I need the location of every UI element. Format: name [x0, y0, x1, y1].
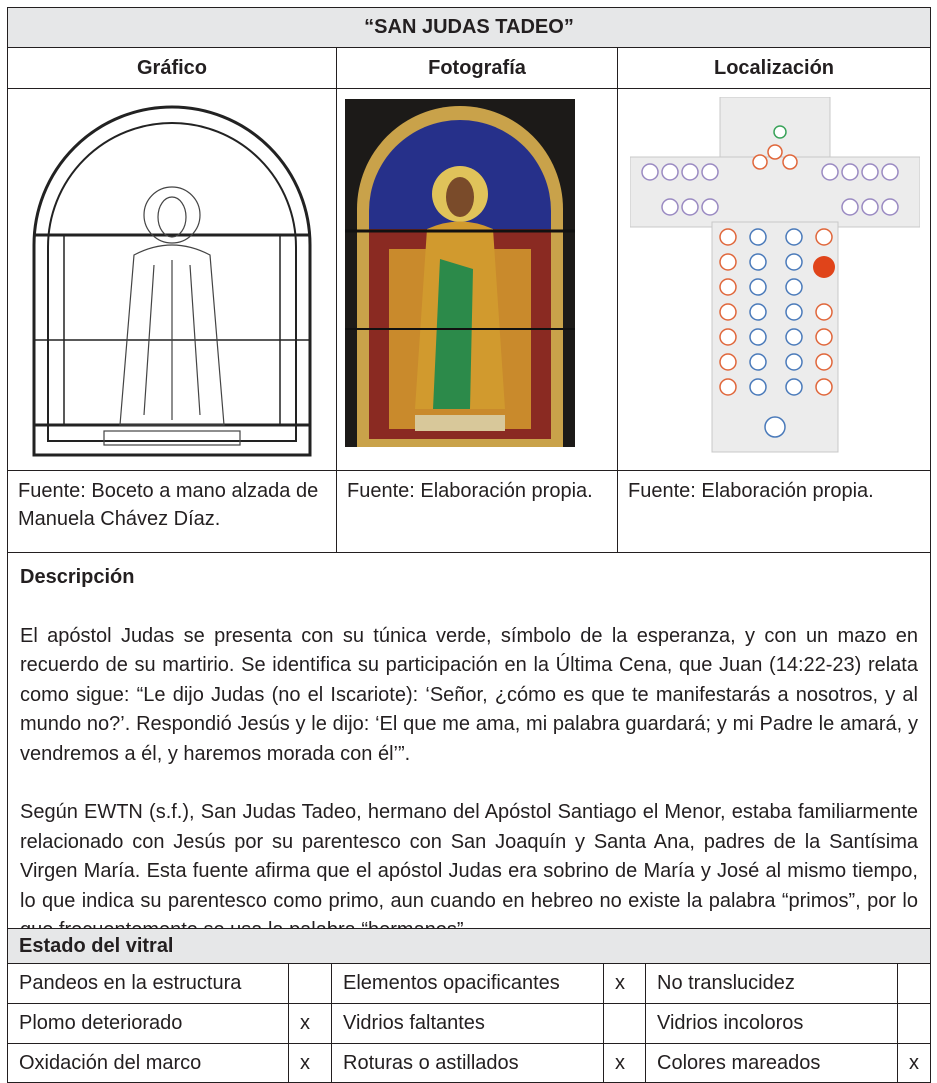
column-header: Fotografía [336, 47, 618, 89]
status-label: Vidrios faltantes [331, 1003, 604, 1044]
status-mark: x [603, 1043, 646, 1083]
status-label: Roturas o astillados [331, 1043, 604, 1083]
status-mark [603, 1003, 646, 1044]
status-label: No translucidez [645, 963, 898, 1004]
plan-image [630, 97, 920, 453]
source: Fuente: Boceto a mano alzada de Manuela … [7, 470, 337, 553]
description-heading: Descripción [20, 566, 135, 588]
photo-image [345, 99, 575, 447]
column-header: Localización [617, 47, 931, 89]
paragraph: Según EWTN (s.f.), San Judas Tadeo, herm… [20, 801, 918, 941]
description: Descripción El apóstol Judas se presenta… [7, 552, 931, 941]
image-cell [617, 88, 931, 471]
title: “SAN JUDAS TADEO” [7, 7, 931, 48]
status-heading: Estado del vitral [7, 928, 931, 964]
status-label: Colores mareados [645, 1043, 898, 1083]
status-mark: x [897, 1043, 931, 1083]
status-mark: x [603, 963, 646, 1004]
status-mark [897, 963, 931, 1004]
status-label: Plomo deteriorado [7, 1003, 289, 1044]
status-mark: x [288, 1043, 332, 1083]
status-label: Elementos opacificantes [331, 963, 604, 1004]
sketch-image [32, 105, 312, 457]
image-cell [7, 88, 337, 471]
paragraph: El apóstol Judas se presenta con su túni… [20, 624, 918, 765]
status-mark: x [288, 1003, 332, 1044]
column-header: Gráfico [7, 47, 337, 89]
source: Fuente: Elaboración propia. [336, 470, 618, 553]
status-label: Oxidación del marco [7, 1043, 289, 1083]
status-mark [897, 1003, 931, 1044]
image-cell [336, 88, 618, 471]
status-mark [288, 963, 332, 1004]
status-label: Pandeos en la estructura [7, 963, 289, 1004]
source: Fuente: Elaboración propia. [617, 470, 931, 553]
status-label: Vidrios incoloros [645, 1003, 898, 1044]
